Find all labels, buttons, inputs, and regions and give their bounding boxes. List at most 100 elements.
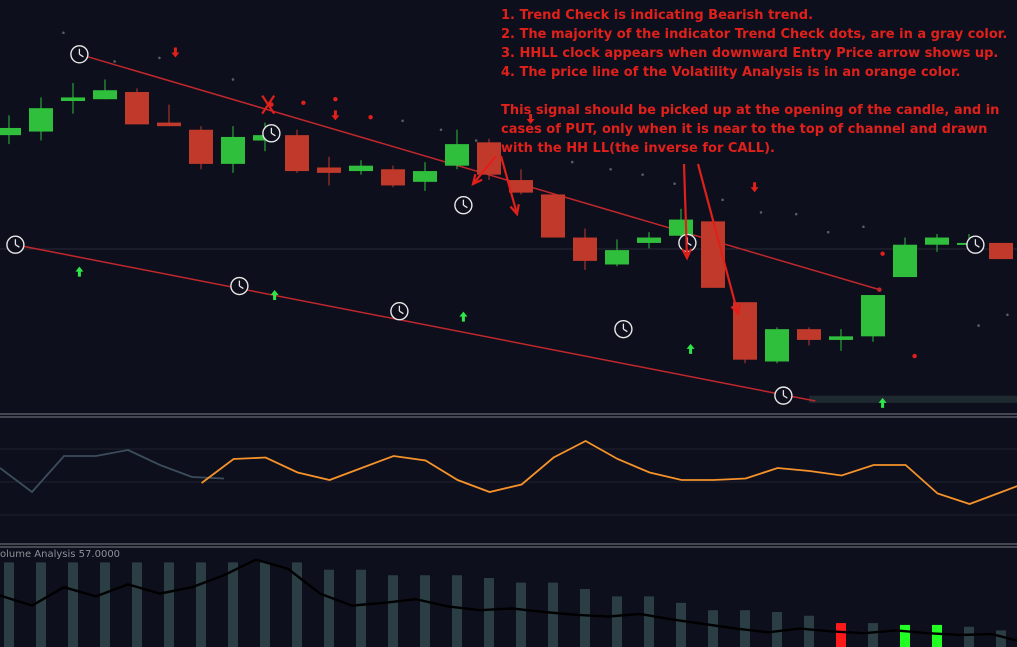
volume-bar xyxy=(836,623,846,647)
volume-bar xyxy=(388,575,398,647)
arrow-shaft xyxy=(472,155,497,185)
candle-body xyxy=(189,129,213,164)
volume-bar xyxy=(292,562,302,647)
trend-check-dot xyxy=(269,102,274,107)
trend-check-dot xyxy=(1006,313,1009,317)
trend-check-dot xyxy=(368,114,373,120)
candle xyxy=(381,165,405,188)
clock-hand-minute xyxy=(271,132,276,137)
annotation-note-1: 1. Trend Check is indicating Bearish tre… xyxy=(501,8,814,23)
candle xyxy=(829,329,853,351)
candle-body xyxy=(989,242,1013,260)
clock-hand-minute xyxy=(687,242,692,246)
candle xyxy=(445,129,469,170)
entry-arrow-up-icon xyxy=(686,343,695,354)
candle xyxy=(989,242,1013,260)
entry-arrow-down-icon xyxy=(171,47,180,58)
annotation-paragraph-line-3: with the HH LL(the inverse for CALL). xyxy=(501,141,775,156)
candle-body xyxy=(221,136,245,164)
entry-arrow-down-icon xyxy=(750,182,759,193)
arrow-head xyxy=(509,203,520,217)
volume-bar xyxy=(932,624,942,647)
candle xyxy=(925,233,949,252)
volume-bar xyxy=(964,626,974,647)
candle-body xyxy=(605,250,629,265)
arrow-head xyxy=(681,248,693,261)
hhll-clock-icon xyxy=(774,386,793,405)
trend-check-dot xyxy=(977,324,980,327)
volume-line xyxy=(0,558,1017,642)
annotation-note-2: 2. The majority of the indicator Trend C… xyxy=(501,27,1008,42)
candle xyxy=(93,79,117,100)
candle xyxy=(221,126,245,173)
candle-body xyxy=(893,244,917,278)
red-x-mark xyxy=(261,94,276,115)
candle xyxy=(861,295,885,342)
clock-hand-minute xyxy=(783,395,788,399)
candle xyxy=(189,126,213,170)
candle-body xyxy=(765,329,789,362)
candle-body xyxy=(349,165,373,172)
trend-check-dot xyxy=(826,230,830,234)
entry-arrow-up-icon xyxy=(459,311,468,322)
entry-arrow-up-icon xyxy=(878,397,887,408)
volume-bar xyxy=(132,562,142,647)
candle-body xyxy=(157,122,181,127)
volume-bar xyxy=(484,578,494,647)
clock-hand-minute xyxy=(79,53,84,58)
candle xyxy=(701,219,725,288)
candle-body xyxy=(445,144,469,166)
arrow-head xyxy=(471,174,483,186)
trend-check-dot xyxy=(401,119,404,123)
candle xyxy=(573,228,597,270)
candle-body xyxy=(509,180,533,193)
volume-bar xyxy=(516,582,526,647)
volume-bar xyxy=(228,562,238,647)
pointer-arrow-to-candle xyxy=(696,163,741,317)
candle xyxy=(317,156,341,186)
candle-body xyxy=(797,329,821,340)
entry-arrow-up-icon xyxy=(75,266,84,277)
candle-body xyxy=(637,237,661,243)
candle xyxy=(0,115,21,145)
volume-bar xyxy=(708,610,718,647)
annotation-note-3: 3. HHLL clock appears when downward Entr… xyxy=(501,46,999,61)
volume-bar xyxy=(36,562,46,647)
entry-arrow-up-icon xyxy=(270,290,279,301)
pointer-arrow-to-channel xyxy=(499,155,520,217)
trend-check-dot xyxy=(609,167,612,171)
trend-check-dot xyxy=(333,97,338,102)
candle-body xyxy=(413,171,437,182)
candle xyxy=(285,129,309,173)
clock-hand-minute xyxy=(15,244,20,248)
trend-check-dot xyxy=(673,182,676,185)
arrow-shaft xyxy=(696,163,740,315)
channel-end-dot xyxy=(877,287,882,292)
candle-body xyxy=(573,237,597,261)
volume-bar xyxy=(68,562,78,647)
channel-lower-line xyxy=(15,243,816,402)
hhll-clock-icon xyxy=(454,196,473,215)
trend-check-dot xyxy=(862,225,865,229)
candle-body xyxy=(701,221,725,288)
arrow-shaft xyxy=(682,163,689,259)
volume-bar xyxy=(804,615,814,647)
hhll-clock-icon xyxy=(262,124,281,143)
volume-bar xyxy=(324,569,334,647)
candle-body xyxy=(29,108,53,132)
annotation-paragraph-line-2: cases of PUT, only when it is near to th… xyxy=(501,122,988,137)
trend-check-dot xyxy=(301,100,306,106)
volume-bar xyxy=(196,562,206,647)
annotation-note-4: 4. The price line of the Volatility Anal… xyxy=(501,65,961,80)
candle-body xyxy=(125,92,149,125)
clock-hand-minute xyxy=(975,244,980,248)
candle-body xyxy=(669,219,693,236)
trend-check-dot xyxy=(158,56,161,60)
trend-check-dot xyxy=(880,251,885,256)
trend-check-dot xyxy=(439,128,443,132)
candle-body xyxy=(93,90,117,100)
candle xyxy=(61,83,85,114)
volatility-line-early xyxy=(0,449,225,494)
volume-bar xyxy=(580,589,590,647)
volatility-panel xyxy=(0,439,1017,505)
